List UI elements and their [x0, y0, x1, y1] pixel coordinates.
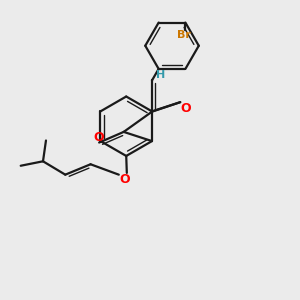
- Text: O: O: [94, 131, 104, 144]
- Text: Br: Br: [177, 30, 191, 40]
- Text: H: H: [156, 70, 165, 80]
- Text: O: O: [119, 173, 130, 186]
- Text: O: O: [180, 102, 191, 115]
